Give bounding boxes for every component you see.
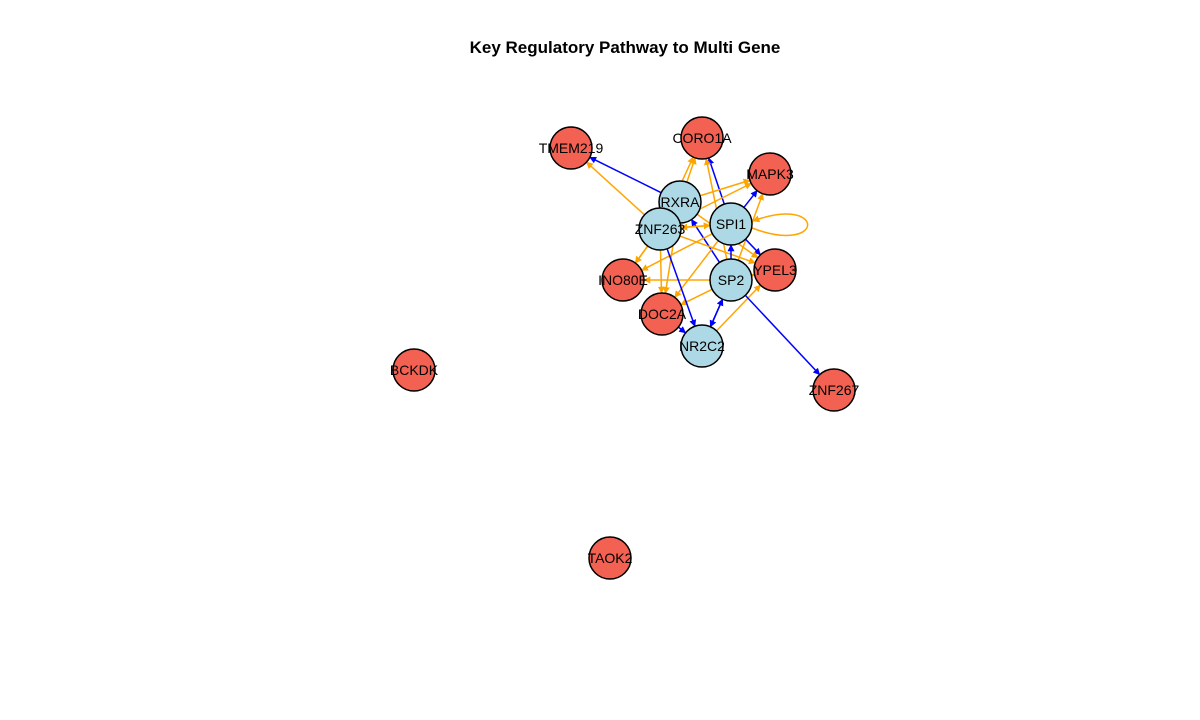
edge-rxra-to-mapk3 bbox=[699, 178, 751, 197]
node-label: ZNF267 bbox=[809, 382, 860, 398]
node-ino80e[interactable]: INO80E bbox=[598, 258, 648, 302]
node-circle bbox=[748, 152, 792, 196]
node-spi1[interactable]: SPI1 bbox=[709, 202, 753, 246]
node-coro1a[interactable]: CORO1A bbox=[672, 116, 732, 160]
edge-doc2a-to-nr2c2 bbox=[677, 326, 687, 334]
node-circle bbox=[753, 248, 797, 292]
node-circle bbox=[601, 258, 645, 302]
node-label: TMEM219 bbox=[539, 140, 604, 156]
edge-sp2-to-doc2a bbox=[680, 288, 713, 306]
edge-znf263-to-ino80e bbox=[634, 245, 649, 264]
edge-nr2c2-to-ypel3 bbox=[716, 284, 761, 332]
node-label: RXRA bbox=[661, 194, 701, 210]
edge-znf263-to-ypel3 bbox=[679, 235, 756, 265]
edge-spi1-to-ypel3 bbox=[744, 238, 762, 256]
edge-rxra-to-coro1a bbox=[686, 157, 697, 183]
edge-spi1-to-coro1a bbox=[707, 157, 726, 205]
node-doc2a[interactable]: DOC2A bbox=[638, 292, 687, 336]
node-bckdk[interactable]: BCKDK bbox=[390, 348, 439, 392]
node-circle bbox=[588, 536, 632, 580]
node-label: DOC2A bbox=[638, 306, 687, 322]
node-circle bbox=[812, 368, 856, 412]
node-tmem219[interactable]: TMEM219 bbox=[539, 126, 604, 170]
node-label: SPI1 bbox=[716, 216, 747, 232]
node-label: YPEL3 bbox=[753, 262, 797, 278]
node-ypel3[interactable]: YPEL3 bbox=[753, 248, 797, 292]
node-znf267[interactable]: ZNF267 bbox=[809, 368, 860, 412]
node-znf263[interactable]: ZNF263 bbox=[635, 207, 686, 251]
node-mapk3[interactable]: MAPK3 bbox=[746, 152, 794, 196]
edge-znf263-to-tmem219 bbox=[586, 161, 645, 216]
edge-spi1-to-doc2a bbox=[674, 240, 719, 298]
graph-title: Key Regulatory Pathway to Multi Gene bbox=[469, 38, 781, 57]
node-circle bbox=[680, 324, 724, 368]
node-circle bbox=[392, 348, 436, 392]
node-circle bbox=[709, 202, 753, 246]
edge-znf263-to-nr2c2 bbox=[666, 248, 697, 327]
node-taok2[interactable]: TAOK2 bbox=[588, 536, 633, 580]
node-circle bbox=[640, 292, 684, 336]
node-circle bbox=[709, 258, 753, 302]
node-sp2[interactable]: SP2 bbox=[709, 258, 753, 302]
nodes-layer: RXRA ZNF263 SPI1 SP2 NR2C2 TMEM219 CORO1A MAPK3… bbox=[390, 116, 860, 580]
node-label: NR2C2 bbox=[679, 338, 725, 354]
node-label: ZNF263 bbox=[635, 221, 686, 237]
edge-rxra-to-tmem219 bbox=[589, 156, 662, 194]
edge-nr2c2-to-sp2 bbox=[709, 298, 724, 328]
node-label: MAPK3 bbox=[746, 166, 794, 182]
node-circle bbox=[680, 116, 724, 160]
node-label: CORO1A bbox=[672, 130, 732, 146]
node-nr2c2[interactable]: NR2C2 bbox=[679, 324, 725, 368]
node-label: SP2 bbox=[718, 272, 745, 288]
edge-spi1-to-spi1 bbox=[751, 213, 809, 237]
node-label: BCKDK bbox=[390, 362, 439, 378]
node-circle bbox=[549, 126, 593, 170]
edge-znf263-to-spi1 bbox=[680, 222, 711, 230]
edge-sp2-to-znf267 bbox=[744, 294, 821, 376]
node-label: INO80E bbox=[598, 272, 648, 288]
edge-spi1-to-mapk3 bbox=[743, 190, 758, 208]
edge-spi1-to-ino80e bbox=[641, 233, 713, 271]
edge-znf263-to-doc2a bbox=[657, 249, 665, 294]
node-circle bbox=[638, 207, 682, 251]
node-label: TAOK2 bbox=[588, 550, 633, 566]
